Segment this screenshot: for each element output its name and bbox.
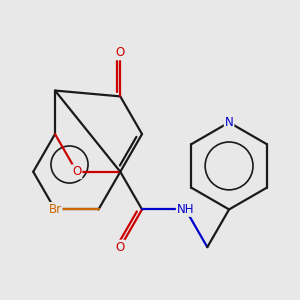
Text: O: O <box>72 165 81 178</box>
Text: O: O <box>116 241 125 254</box>
Text: Br: Br <box>48 203 62 216</box>
Text: N: N <box>225 116 233 129</box>
Text: NH: NH <box>177 203 194 216</box>
Text: O: O <box>116 46 125 59</box>
